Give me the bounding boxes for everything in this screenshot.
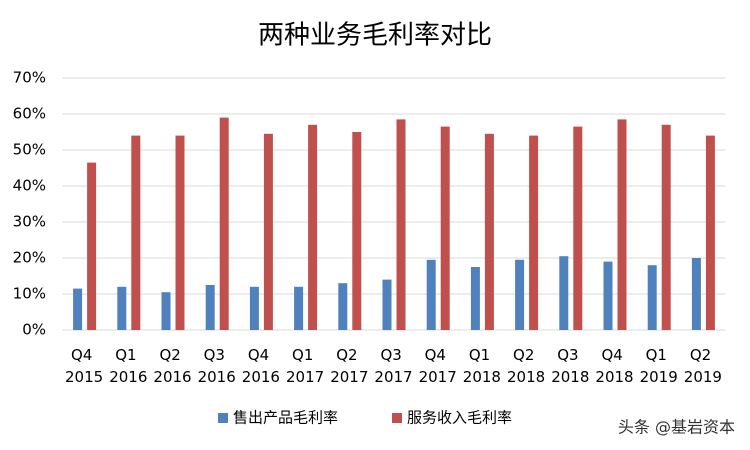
y-tick-label: 0% xyxy=(22,321,46,339)
legend-swatch xyxy=(218,413,228,423)
chart-title: 两种业务毛利率对比 xyxy=(258,21,492,51)
x-tick-label: Q3 2016 xyxy=(198,346,236,386)
x-tick-label: Q4 2018 xyxy=(595,346,633,386)
bar xyxy=(117,286,127,330)
bar xyxy=(440,126,450,330)
bar xyxy=(382,279,392,330)
bar xyxy=(661,124,671,330)
y-tick-label: 20% xyxy=(13,249,46,267)
y-tick-label: 10% xyxy=(13,285,46,303)
x-tick-label: Q1 2018 xyxy=(463,346,501,386)
bar xyxy=(249,286,259,330)
x-tick-label: Q3 2017 xyxy=(374,346,412,386)
x-tick-label: Q2 2018 xyxy=(507,346,545,386)
bar xyxy=(484,133,494,330)
bar xyxy=(691,258,701,330)
bar xyxy=(529,135,539,330)
bar xyxy=(263,133,273,330)
bar xyxy=(647,265,657,330)
y-tick-label: 40% xyxy=(13,177,46,195)
bar xyxy=(559,256,569,330)
x-tick-label: Q4 2016 xyxy=(242,346,280,386)
y-tick-label: 60% xyxy=(13,105,46,123)
x-tick-label: Q1 2017 xyxy=(286,346,324,386)
x-tick-label: Q4 2015 xyxy=(65,346,103,386)
legend-swatch xyxy=(392,413,402,423)
bar xyxy=(338,283,348,330)
x-tick-label: Q2 2017 xyxy=(330,346,368,386)
bar xyxy=(308,124,318,330)
y-tick-label: 70% xyxy=(13,69,46,87)
y-tick-label: 50% xyxy=(13,141,46,159)
bar xyxy=(294,286,304,330)
legend-label: 售出产品毛利率 xyxy=(233,409,338,427)
legend-label: 服务收入毛利率 xyxy=(407,409,512,427)
bar xyxy=(87,162,97,330)
bar xyxy=(470,267,480,330)
bar xyxy=(73,288,83,330)
bar xyxy=(515,259,525,330)
bar xyxy=(131,135,141,330)
bar xyxy=(617,119,627,331)
bar xyxy=(603,261,613,330)
x-tick-label: Q2 2016 xyxy=(153,346,191,386)
x-tick-label: Q2 2019 xyxy=(684,346,722,386)
bar xyxy=(352,132,362,330)
bar xyxy=(219,117,229,330)
bar xyxy=(161,292,171,330)
bar xyxy=(573,126,583,330)
y-tick-label: 30% xyxy=(13,213,46,231)
bar xyxy=(175,135,185,330)
x-tick-label: Q3 2018 xyxy=(551,346,589,386)
watermark: 头条 @基岩资本 xyxy=(618,418,735,437)
x-tick-label: Q1 2019 xyxy=(640,346,678,386)
bar xyxy=(396,119,406,331)
x-tick-label: Q4 2017 xyxy=(419,346,457,386)
bar xyxy=(205,285,215,330)
bar xyxy=(705,135,715,330)
x-tick-label: Q1 2016 xyxy=(109,346,147,386)
bar xyxy=(426,259,436,330)
